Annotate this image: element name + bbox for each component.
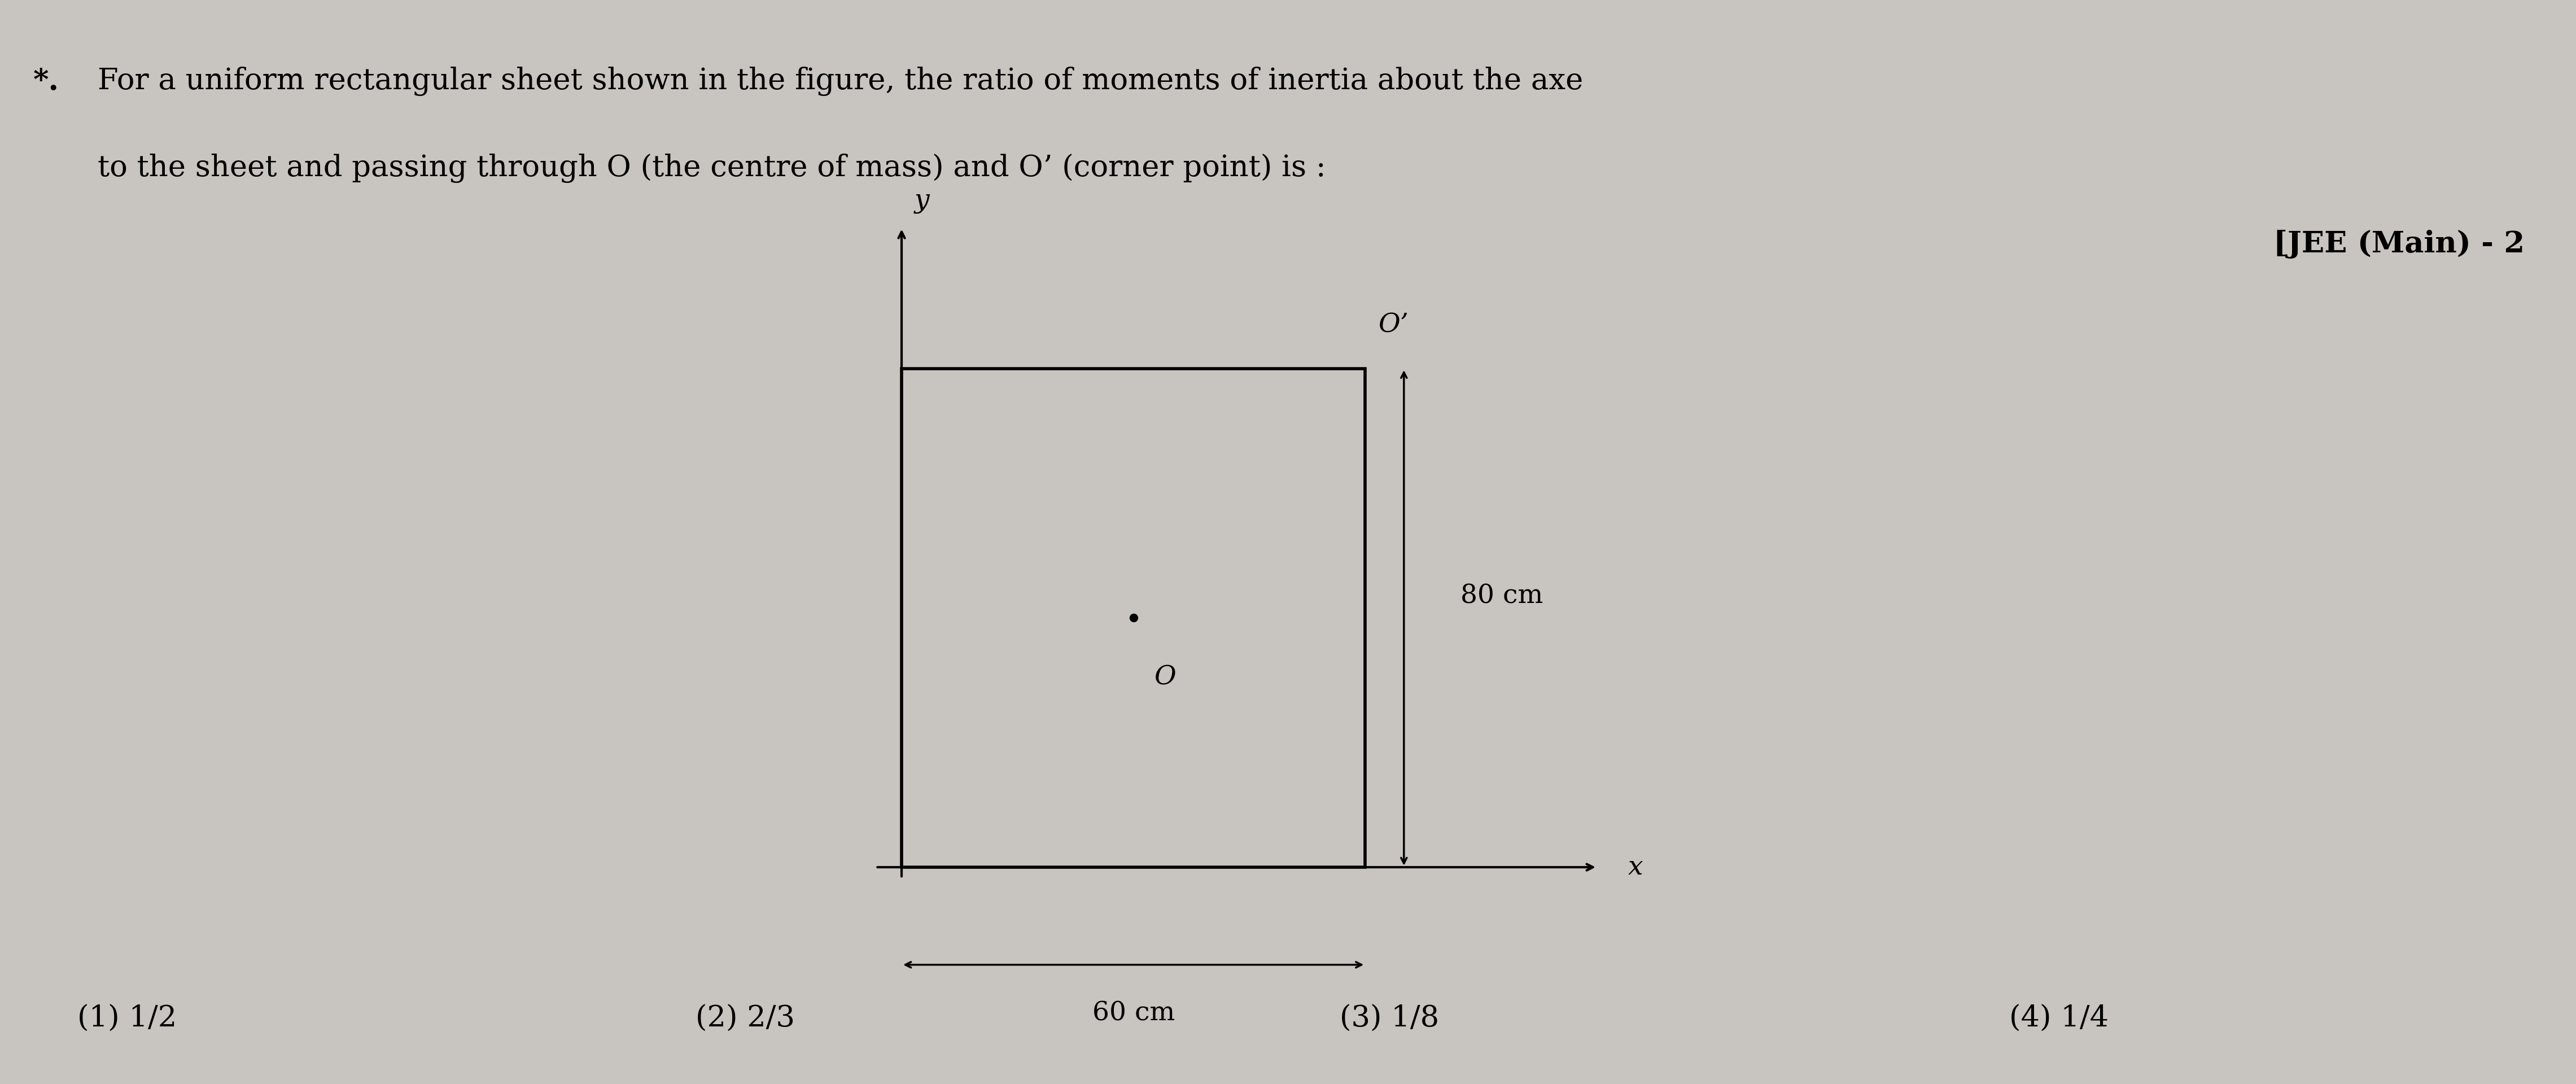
Text: For a uniform rectangular sheet shown in the figure, the ratio of moments of ine: For a uniform rectangular sheet shown in… bbox=[98, 66, 1584, 96]
Text: (4) 1/4: (4) 1/4 bbox=[2009, 1005, 2110, 1033]
Text: [JEE (Main) - 2: [JEE (Main) - 2 bbox=[2272, 230, 2524, 258]
Bar bbox=[902, 369, 1365, 867]
Text: O: O bbox=[1154, 664, 1175, 691]
Text: (2) 2/3: (2) 2/3 bbox=[696, 1005, 796, 1033]
Text: 60 cm: 60 cm bbox=[1092, 1001, 1175, 1027]
Text: x: x bbox=[1628, 854, 1643, 880]
Text: O’: O’ bbox=[1378, 312, 1409, 338]
Text: to the sheet and passing through O (the centre of mass) and O’ (corner point) is: to the sheet and passing through O (the … bbox=[98, 153, 1327, 183]
Text: 80 cm: 80 cm bbox=[1461, 583, 1543, 609]
Text: y: y bbox=[914, 188, 930, 214]
Text: (1) 1/2: (1) 1/2 bbox=[77, 1005, 178, 1033]
Text: *.: *. bbox=[33, 67, 59, 95]
Text: (3) 1/8: (3) 1/8 bbox=[1340, 1005, 1440, 1033]
